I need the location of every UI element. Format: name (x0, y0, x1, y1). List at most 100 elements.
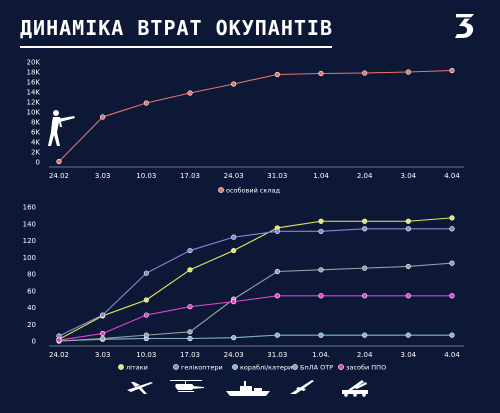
x-tick-label: 24.02 (49, 172, 69, 180)
x-tick-label: 17.03 (180, 351, 200, 359)
data-point (318, 293, 324, 299)
data-point (362, 70, 368, 76)
data-point (231, 247, 237, 254)
data-point (187, 90, 193, 96)
y-tick-label: 140 (23, 220, 36, 228)
data-point (274, 332, 280, 338)
data-point (362, 218, 368, 224)
data-point (318, 218, 324, 224)
y-tick-label: 160 (23, 204, 36, 212)
x-tick-label: 24.03 (224, 172, 244, 180)
data-point (449, 215, 455, 221)
y-tick-label: 100 (23, 254, 36, 262)
data-point (449, 260, 455, 266)
data-point (143, 297, 149, 303)
airplane-icon (127, 382, 153, 394)
y-tick-label: 12K (27, 99, 41, 107)
soldier-icon (48, 110, 75, 146)
data-point (143, 270, 149, 276)
x-tick-label: 1.04 (313, 172, 329, 180)
personnel-chart: 0 2K 4K 6K 8K 10K 12K 14K 16K 18K 20K 24.02 3.03 10.0… (27, 59, 464, 195)
legend-marker (292, 364, 298, 370)
y-tick-label: 2K (31, 149, 40, 157)
y-tick-label: 18K (27, 69, 41, 77)
legend-label: БпЛА ОТР (300, 364, 333, 372)
x-tick-label: 3.03 (95, 351, 111, 359)
data-point (231, 234, 237, 240)
legend-label: гелікоптери (181, 364, 223, 372)
series-line (58, 228, 452, 337)
y-tick-label: 4K (31, 139, 40, 147)
series-line (58, 217, 453, 340)
x-tick-label: 10.03 (136, 172, 156, 180)
legend-marker (232, 364, 238, 370)
series-line (58, 69, 453, 162)
data-point (318, 267, 324, 273)
data-point (318, 228, 324, 234)
y-tick-label: 14K (27, 89, 41, 97)
y-tick-label: 10K (27, 109, 41, 117)
data-point (100, 312, 106, 318)
y-tick-label: 0 (32, 338, 36, 346)
data-point (405, 226, 411, 232)
data-point (362, 332, 368, 338)
data-point (405, 332, 411, 338)
data-point (405, 218, 411, 224)
data-point (274, 293, 280, 299)
x-tick-label: 24.02 (49, 351, 69, 359)
y-tick-label: 60 (27, 287, 36, 295)
y-tick-label: 80 (27, 271, 36, 279)
legend-label: літаки (126, 364, 148, 372)
data-point (362, 293, 368, 299)
title-underline (20, 46, 332, 48)
data-point (274, 228, 280, 234)
legend-label: засоби ППО (346, 364, 386, 372)
data-point (231, 299, 237, 305)
air-defense-icon (342, 380, 368, 397)
x-tick-label: 3.04 (401, 172, 417, 180)
x-tick-label: 31.03 (267, 351, 287, 359)
legend-label: особовий склад (226, 187, 280, 195)
data-point (449, 293, 455, 299)
series-line (58, 262, 453, 342)
data-point (187, 335, 193, 342)
data-point (449, 332, 455, 338)
data-point (405, 293, 411, 299)
data-point (56, 158, 62, 165)
data-point (362, 265, 368, 271)
data-point (362, 226, 368, 232)
legend-marker (173, 364, 179, 370)
data-point (100, 335, 106, 342)
drone-icon (290, 380, 314, 394)
series-line (58, 334, 452, 342)
y-tick-label: 20 (27, 321, 36, 329)
legend-marker (218, 187, 224, 193)
y-tick-label: 6K (31, 129, 40, 137)
data-point (187, 267, 193, 273)
legend-marker (338, 364, 344, 370)
x-tick-label: 17.03 (180, 172, 200, 180)
data-point (56, 337, 62, 343)
x-tick-label: 24.03 (224, 351, 244, 359)
y-tick-label: 40 (27, 304, 36, 312)
x-tick-label: 1.04. (312, 351, 330, 359)
data-point (100, 114, 106, 120)
warship-icon (226, 381, 270, 396)
data-point (231, 81, 237, 87)
data-point (449, 67, 455, 74)
data-point (187, 329, 193, 335)
y-tick-label: 120 (23, 237, 36, 245)
data-point (318, 70, 324, 77)
equipment-chart: 0 20 40 60 80 100 120 140 160 24.02 3.03 10.03 17.03… (23, 204, 464, 372)
x-tick-label: 4.04 (444, 351, 460, 359)
data-point (143, 100, 149, 106)
page-title: ДИНАМІКА ВТРАТ ОКУПАНТІВ (20, 16, 333, 40)
series-line (58, 295, 452, 341)
data-point (274, 71, 280, 78)
data-point (187, 304, 193, 310)
x-tick-label: 10.03 (136, 351, 156, 359)
data-point (187, 247, 193, 254)
legend-marker (118, 364, 124, 370)
y-tick-label: 8K (31, 119, 40, 127)
